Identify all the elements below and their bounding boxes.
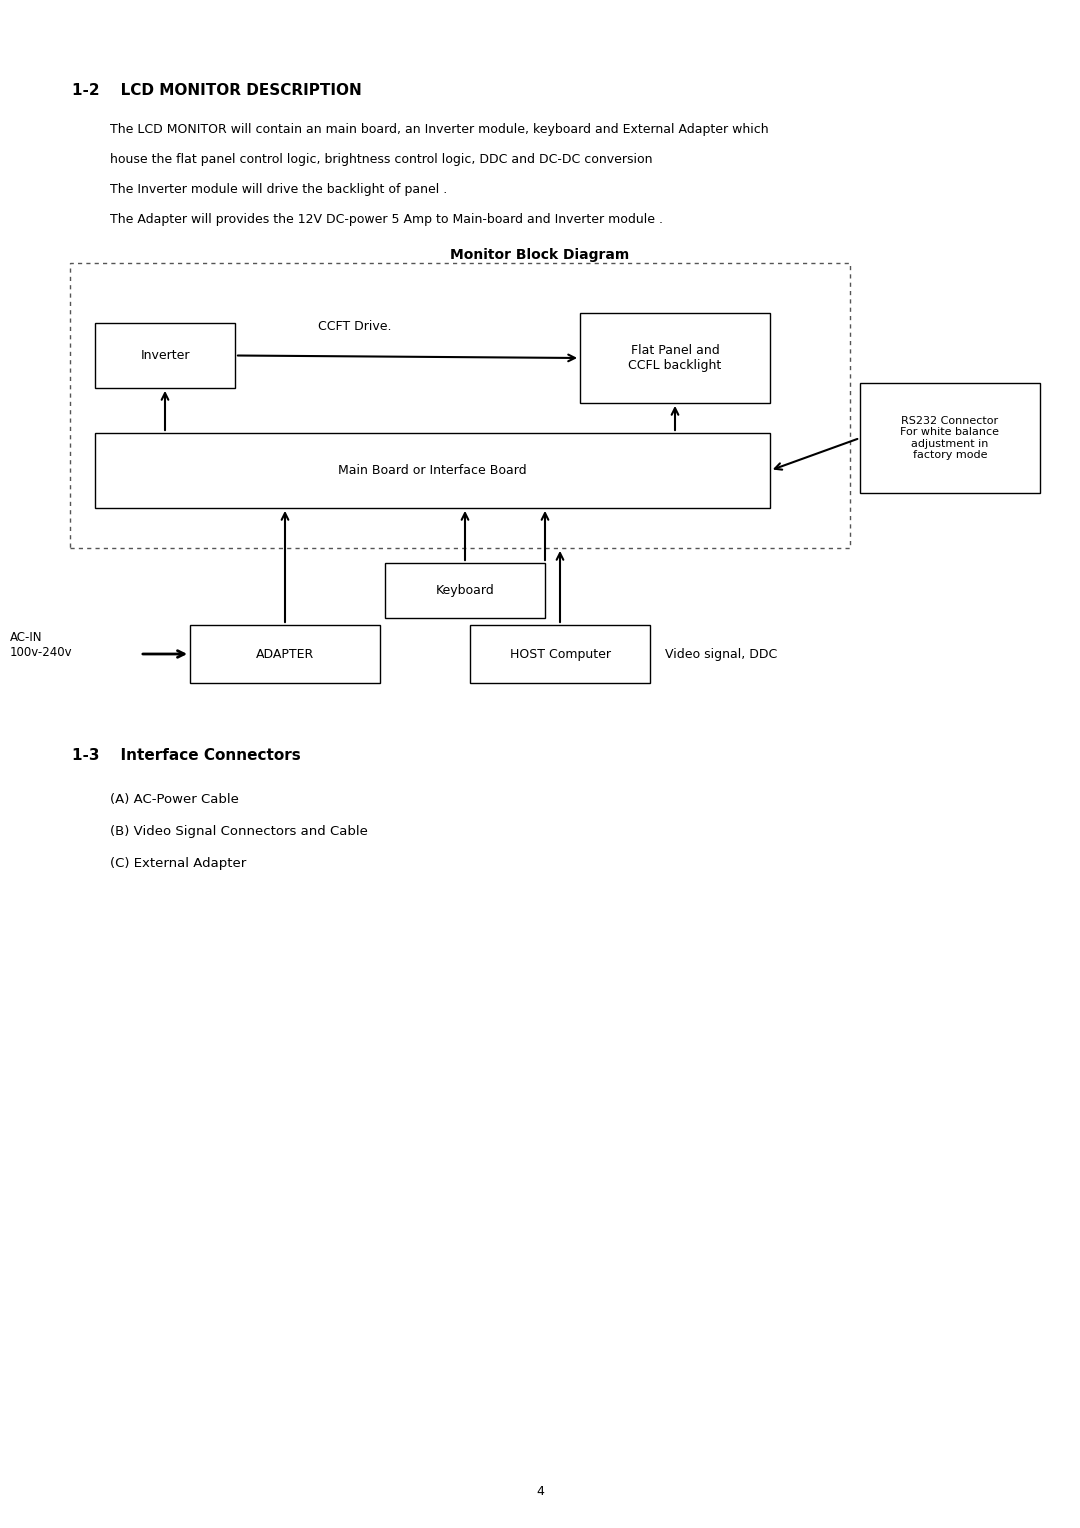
Text: house the flat panel control logic, brightness control logic, DDC and DC-DC conv: house the flat panel control logic, brig…	[110, 153, 652, 167]
FancyBboxPatch shape	[470, 625, 650, 683]
Text: 4: 4	[536, 1485, 544, 1497]
Text: AC-IN
100v-240v: AC-IN 100v-240v	[10, 631, 72, 659]
Text: (B) Video Signal Connectors and Cable: (B) Video Signal Connectors and Cable	[110, 825, 368, 837]
Text: ADAPTER: ADAPTER	[256, 648, 314, 660]
FancyBboxPatch shape	[95, 322, 235, 388]
Text: (A) AC-Power Cable: (A) AC-Power Cable	[110, 793, 239, 805]
FancyBboxPatch shape	[384, 562, 545, 617]
FancyBboxPatch shape	[580, 313, 770, 403]
FancyBboxPatch shape	[860, 384, 1040, 494]
Text: (C) External Adapter: (C) External Adapter	[110, 857, 246, 869]
Text: Monitor Block Diagram: Monitor Block Diagram	[450, 248, 630, 261]
Text: Inverter: Inverter	[140, 348, 190, 362]
Text: 1-3    Interface Connectors: 1-3 Interface Connectors	[72, 749, 300, 762]
Text: 1-2    LCD MONITOR DESCRIPTION: 1-2 LCD MONITOR DESCRIPTION	[72, 83, 362, 98]
Text: CCFT Drive.: CCFT Drive.	[319, 319, 392, 333]
Text: The Adapter will provides the 12V DC-power 5 Amp to Main-board and Inverter modu: The Adapter will provides the 12V DC-pow…	[110, 212, 663, 226]
Text: Main Board or Interface Board: Main Board or Interface Board	[338, 465, 527, 477]
Text: Flat Panel and
CCFL backlight: Flat Panel and CCFL backlight	[629, 344, 721, 371]
Text: The LCD MONITOR will contain an main board, an Inverter module, keyboard and Ext: The LCD MONITOR will contain an main boa…	[110, 122, 769, 136]
Text: The Inverter module will drive the backlight of panel .: The Inverter module will drive the backl…	[110, 183, 447, 196]
Text: Keyboard: Keyboard	[435, 584, 495, 597]
FancyBboxPatch shape	[95, 432, 770, 507]
Text: RS232 Connector
For white balance
adjustment in
factory mode: RS232 Connector For white balance adjust…	[901, 416, 999, 460]
Text: HOST Computer: HOST Computer	[510, 648, 610, 660]
Text: Video signal, DDC: Video signal, DDC	[665, 648, 778, 660]
FancyBboxPatch shape	[190, 625, 380, 683]
